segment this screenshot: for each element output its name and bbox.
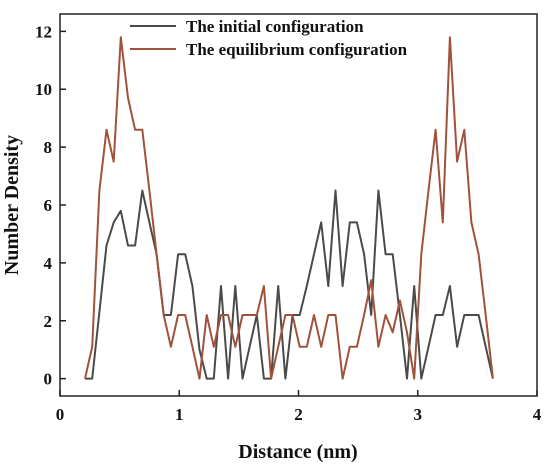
y-tick-label: 0 <box>44 370 53 389</box>
y-tick-label: 6 <box>44 196 53 215</box>
y-tick-label: 2 <box>44 312 53 331</box>
series-line-1 <box>85 189 494 380</box>
legend: The initial configuration The equilibrium… <box>130 17 408 59</box>
y-axis-title: Number Density <box>1 135 23 275</box>
y-tick-label: 8 <box>44 138 53 157</box>
x-tick-label: 4 <box>533 405 542 424</box>
x-axis-title: Distance (nm) <box>238 441 357 463</box>
legend-label-1: The initial configuration <box>186 17 364 36</box>
y-tick-label: 12 <box>35 22 52 41</box>
x-tick-label: 0 <box>56 405 65 424</box>
y-tick-label: 10 <box>35 80 52 99</box>
x-tick-label: 3 <box>414 405 423 424</box>
y-tick-label: 4 <box>44 254 53 273</box>
x-tick-label: 2 <box>294 405 303 424</box>
series-lines <box>84 36 494 380</box>
series-line-2 <box>84 36 494 380</box>
x-tick-label: 1 <box>175 405 184 424</box>
legend-label-2: The equilibrium configuration <box>186 40 408 59</box>
